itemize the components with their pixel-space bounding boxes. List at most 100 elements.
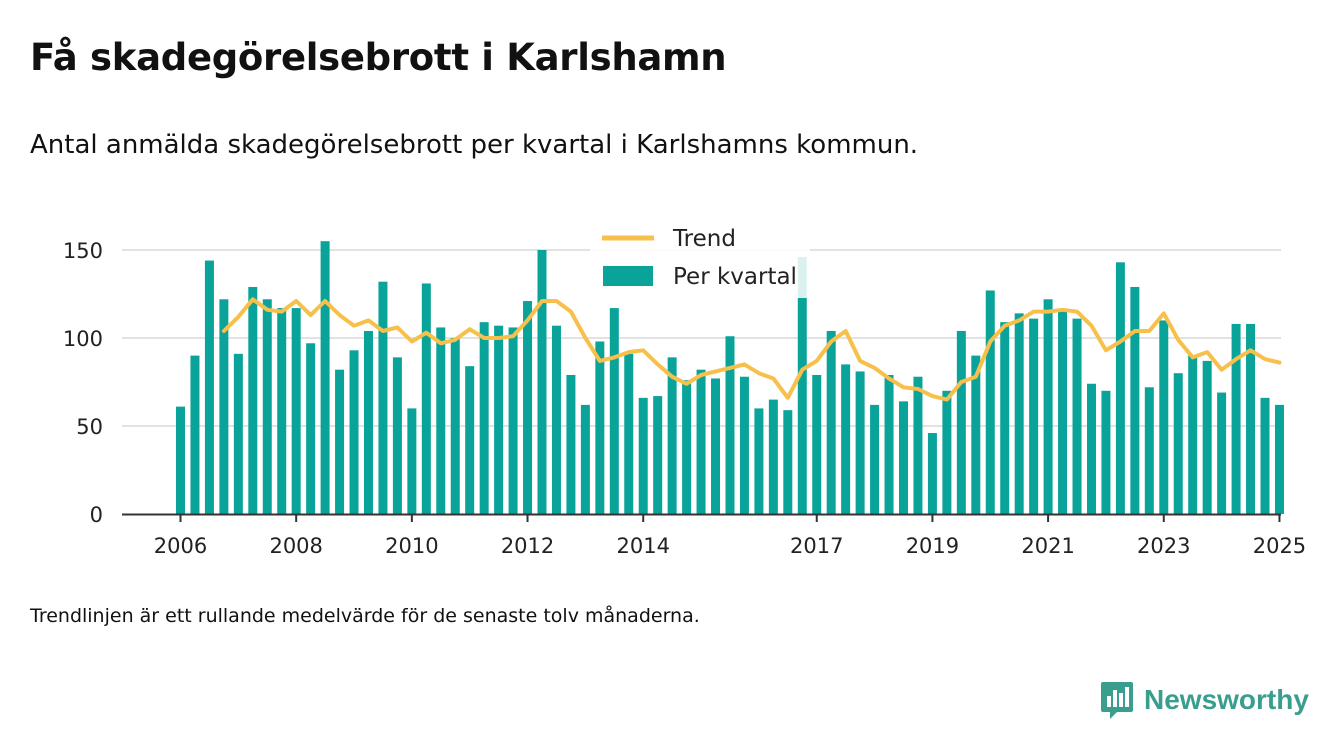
bar [1246,323,1256,514]
bar [1202,360,1212,514]
bar [1115,262,1125,514]
x-tick-label: 2008 [269,534,322,558]
x-tick-label: 2006 [154,534,207,558]
bar [537,250,547,514]
bar [1130,286,1140,514]
bar [653,396,663,514]
x-tick-label: 2010 [385,534,438,558]
y-tick-label: 100 [63,327,103,351]
bar [1101,390,1111,514]
bar [1029,318,1039,514]
bar [1231,323,1241,514]
legend-bar-label: Per kvartal [673,264,797,290]
trend-line [221,297,1282,402]
bar [1014,313,1024,514]
bar [754,408,764,514]
bar [855,371,865,514]
bar [711,378,721,514]
footnote: Trendlinjen är ett rullande medelvärde f… [30,605,700,627]
bar [985,290,995,514]
bar [739,376,749,514]
bar [349,350,359,514]
y-tick-label: 0 [90,503,103,527]
legend: Trend Per kvartal [590,220,810,298]
x-tick-label: 2021 [1021,534,1074,558]
bar [942,390,952,514]
x-tick-label: 2019 [906,534,959,558]
bar [407,408,417,514]
legend-bar-swatch [603,266,653,286]
bar [479,322,489,514]
bar [580,404,590,514]
bar [812,374,822,514]
bar [233,353,243,514]
brand-name: Newsworthy [1144,684,1309,715]
bar [899,401,908,514]
bar [291,308,301,514]
bar [841,364,851,514]
bar [884,374,894,514]
bar [682,380,692,514]
bar [204,260,214,514]
y-tick-label: 50 [76,415,103,439]
bar [783,410,793,514]
bar [421,283,431,514]
bar [190,355,200,514]
bar [450,338,460,514]
bar [566,374,576,514]
bar [1043,299,1053,514]
newsworthy-logo-icon [1101,682,1133,719]
bar [1173,373,1183,514]
bar [551,325,561,514]
bar [1086,383,1096,514]
bar [1072,318,1082,514]
chart-subtitle: Antal anmälda skadegörelsebrott per kvar… [30,130,919,160]
chart-title: Få skadegörelsebrott i Karlshamn [30,36,727,79]
bar [219,299,229,514]
bar [725,336,735,514]
bar [624,353,634,514]
y-tick-label: 150 [63,239,103,263]
bar [971,355,981,514]
bar [595,341,605,514]
bar [494,325,504,514]
bar [1217,392,1227,514]
bar [335,369,345,514]
bar [1058,311,1068,514]
bar [826,330,836,514]
bar [1000,322,1010,514]
bar [870,404,880,514]
bar [378,281,388,514]
bar [638,397,648,514]
bar [913,376,923,514]
bar [667,357,677,514]
bar [523,301,533,514]
x-tick-label: 2017 [790,534,843,558]
bar [277,308,287,514]
bar-series [176,241,1284,514]
x-tick-label: 2023 [1137,534,1190,558]
bar [306,343,316,514]
bar [696,369,706,514]
brand-logo: Newsworthy [1100,680,1309,720]
x-tick-label: 2014 [616,534,669,558]
bar [927,433,937,514]
bar [465,366,475,514]
bar [436,327,446,514]
legend-trend-label: Trend [672,226,736,252]
bar [262,299,272,514]
y-axis-tick-labels: 0 50 100 150 [63,239,103,527]
bar [1260,397,1270,514]
bar [768,399,778,514]
bar [1188,355,1198,514]
bar [320,241,330,514]
bar [508,327,518,514]
x-tick-label: 2012 [501,534,554,558]
x-tick-label: 2025 [1253,534,1306,558]
x-axis-ticks: 2006 2008 2010 2012 2014 2017 2019 2021 2023 2025 [154,514,1306,558]
bar [248,286,258,514]
bar [363,330,373,514]
bar [797,257,807,514]
bar [392,357,402,514]
